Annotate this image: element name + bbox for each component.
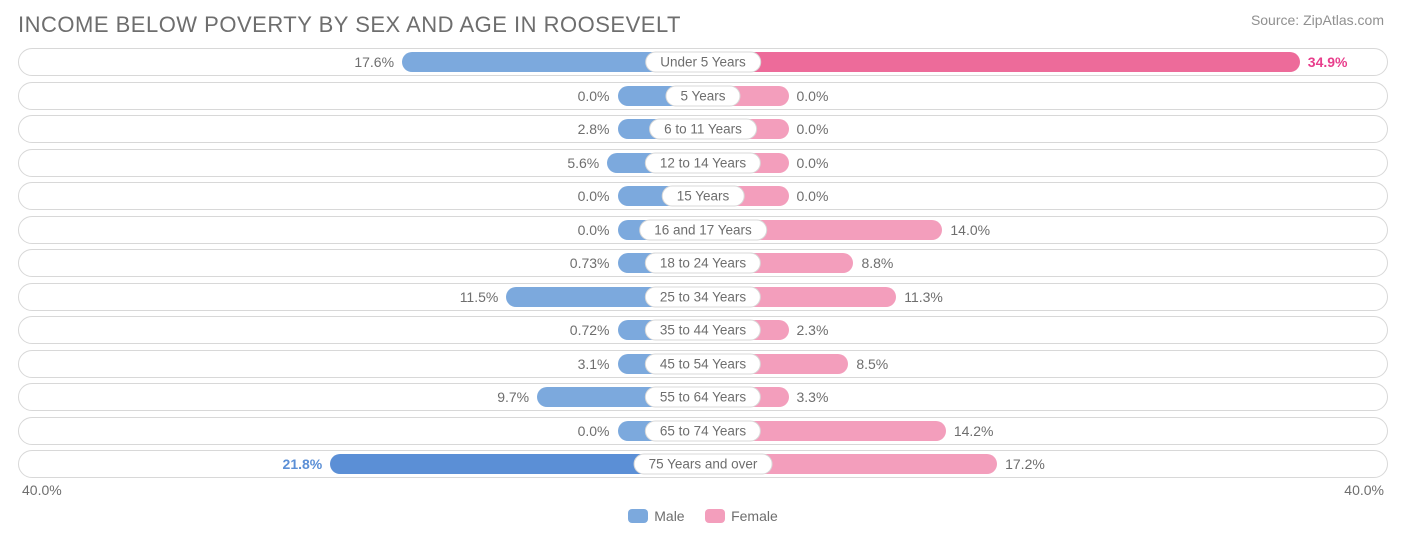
value-label-male: 2.8%: [578, 121, 610, 137]
chart-row: 2.8% 0.0% 6 to 11 Years: [18, 115, 1388, 143]
legend: Male Female: [0, 504, 1406, 528]
chart-row: 11.5% 11.3% 25 to 34 Years: [18, 283, 1388, 311]
value-label-male: 0.72%: [570, 322, 610, 338]
value-label-female: 8.8%: [861, 255, 893, 271]
category-label: 25 to 34 Years: [645, 286, 761, 307]
category-label: 16 and 17 Years: [639, 219, 767, 240]
value-label-female: 14.0%: [950, 222, 990, 238]
chart-row: 21.8% 17.2% 75 Years and over: [18, 450, 1388, 478]
bar-female: [703, 52, 1300, 72]
value-label-male: 0.0%: [578, 88, 610, 104]
value-label-female: 0.0%: [797, 121, 829, 137]
chart-row: 0.0% 14.0% 16 and 17 Years: [18, 216, 1388, 244]
category-label: 18 to 24 Years: [645, 253, 761, 274]
value-label-female: 0.0%: [797, 188, 829, 204]
value-label-female: 8.5%: [856, 356, 888, 372]
value-label-male: 17.6%: [354, 54, 394, 70]
category-label: 65 to 74 Years: [645, 420, 761, 441]
value-label-male: 0.0%: [578, 222, 610, 238]
axis-label-left: 40.0%: [22, 482, 62, 498]
category-label: 35 to 44 Years: [645, 320, 761, 341]
chart-row: 17.6% 34.9% Under 5 Years: [18, 48, 1388, 76]
header: INCOME BELOW POVERTY BY SEX AND AGE IN R…: [0, 0, 1406, 48]
axis: 40.0% 40.0%: [0, 482, 1406, 504]
value-label-female: 11.3%: [904, 289, 943, 305]
value-label-female: 0.0%: [797, 155, 829, 171]
legend-label-male: Male: [654, 508, 684, 524]
chart-title: INCOME BELOW POVERTY BY SEX AND AGE IN R…: [18, 12, 681, 38]
diverging-bar-chart: 17.6% 34.9% Under 5 Years 0.0% 0.0% 5 Years 2.…: [0, 48, 1406, 478]
chart-row: 0.0% 0.0% 15 Years: [18, 182, 1388, 210]
value-label-male: 0.73%: [570, 255, 610, 271]
category-label: 5 Years: [665, 85, 740, 106]
legend-item-female: Female: [705, 508, 778, 524]
value-label-male: 5.6%: [567, 155, 599, 171]
chart-row: 0.73% 8.8% 18 to 24 Years: [18, 249, 1388, 277]
value-label-female: 14.2%: [954, 423, 994, 439]
category-label: 12 to 14 Years: [645, 152, 761, 173]
category-label: 45 to 54 Years: [645, 353, 761, 374]
chart-row: 0.0% 0.0% 5 Years: [18, 82, 1388, 110]
category-label: 55 to 64 Years: [645, 387, 761, 408]
value-label-female: 0.0%: [797, 88, 829, 104]
category-label: 75 Years and over: [634, 454, 773, 475]
legend-label-female: Female: [731, 508, 778, 524]
value-label-female: 2.3%: [797, 322, 829, 338]
value-label-female: 34.9%: [1308, 54, 1348, 70]
value-label-female: 17.2%: [1005, 456, 1045, 472]
value-label-male: 21.8%: [283, 456, 323, 472]
chart-row: 9.7% 3.3% 55 to 64 Years: [18, 383, 1388, 411]
axis-label-right: 40.0%: [1344, 482, 1384, 498]
swatch-female: [705, 509, 725, 523]
category-label: 6 to 11 Years: [649, 119, 757, 140]
value-label-male: 9.7%: [497, 389, 529, 405]
value-label-female: 3.3%: [797, 389, 829, 405]
legend-item-male: Male: [628, 508, 684, 524]
source-attribution: Source: ZipAtlas.com: [1251, 12, 1384, 28]
category-label: 15 Years: [662, 186, 745, 207]
chart-row: 0.72% 2.3% 35 to 44 Years: [18, 316, 1388, 344]
chart-row: 0.0% 14.2% 65 to 74 Years: [18, 417, 1388, 445]
value-label-male: 0.0%: [578, 423, 610, 439]
value-label-male: 11.5%: [460, 289, 499, 305]
chart-row: 3.1% 8.5% 45 to 54 Years: [18, 350, 1388, 378]
value-label-male: 0.0%: [578, 188, 610, 204]
swatch-male: [628, 509, 648, 523]
category-label: Under 5 Years: [645, 52, 761, 73]
chart-row: 5.6% 0.0% 12 to 14 Years: [18, 149, 1388, 177]
value-label-male: 3.1%: [578, 356, 610, 372]
